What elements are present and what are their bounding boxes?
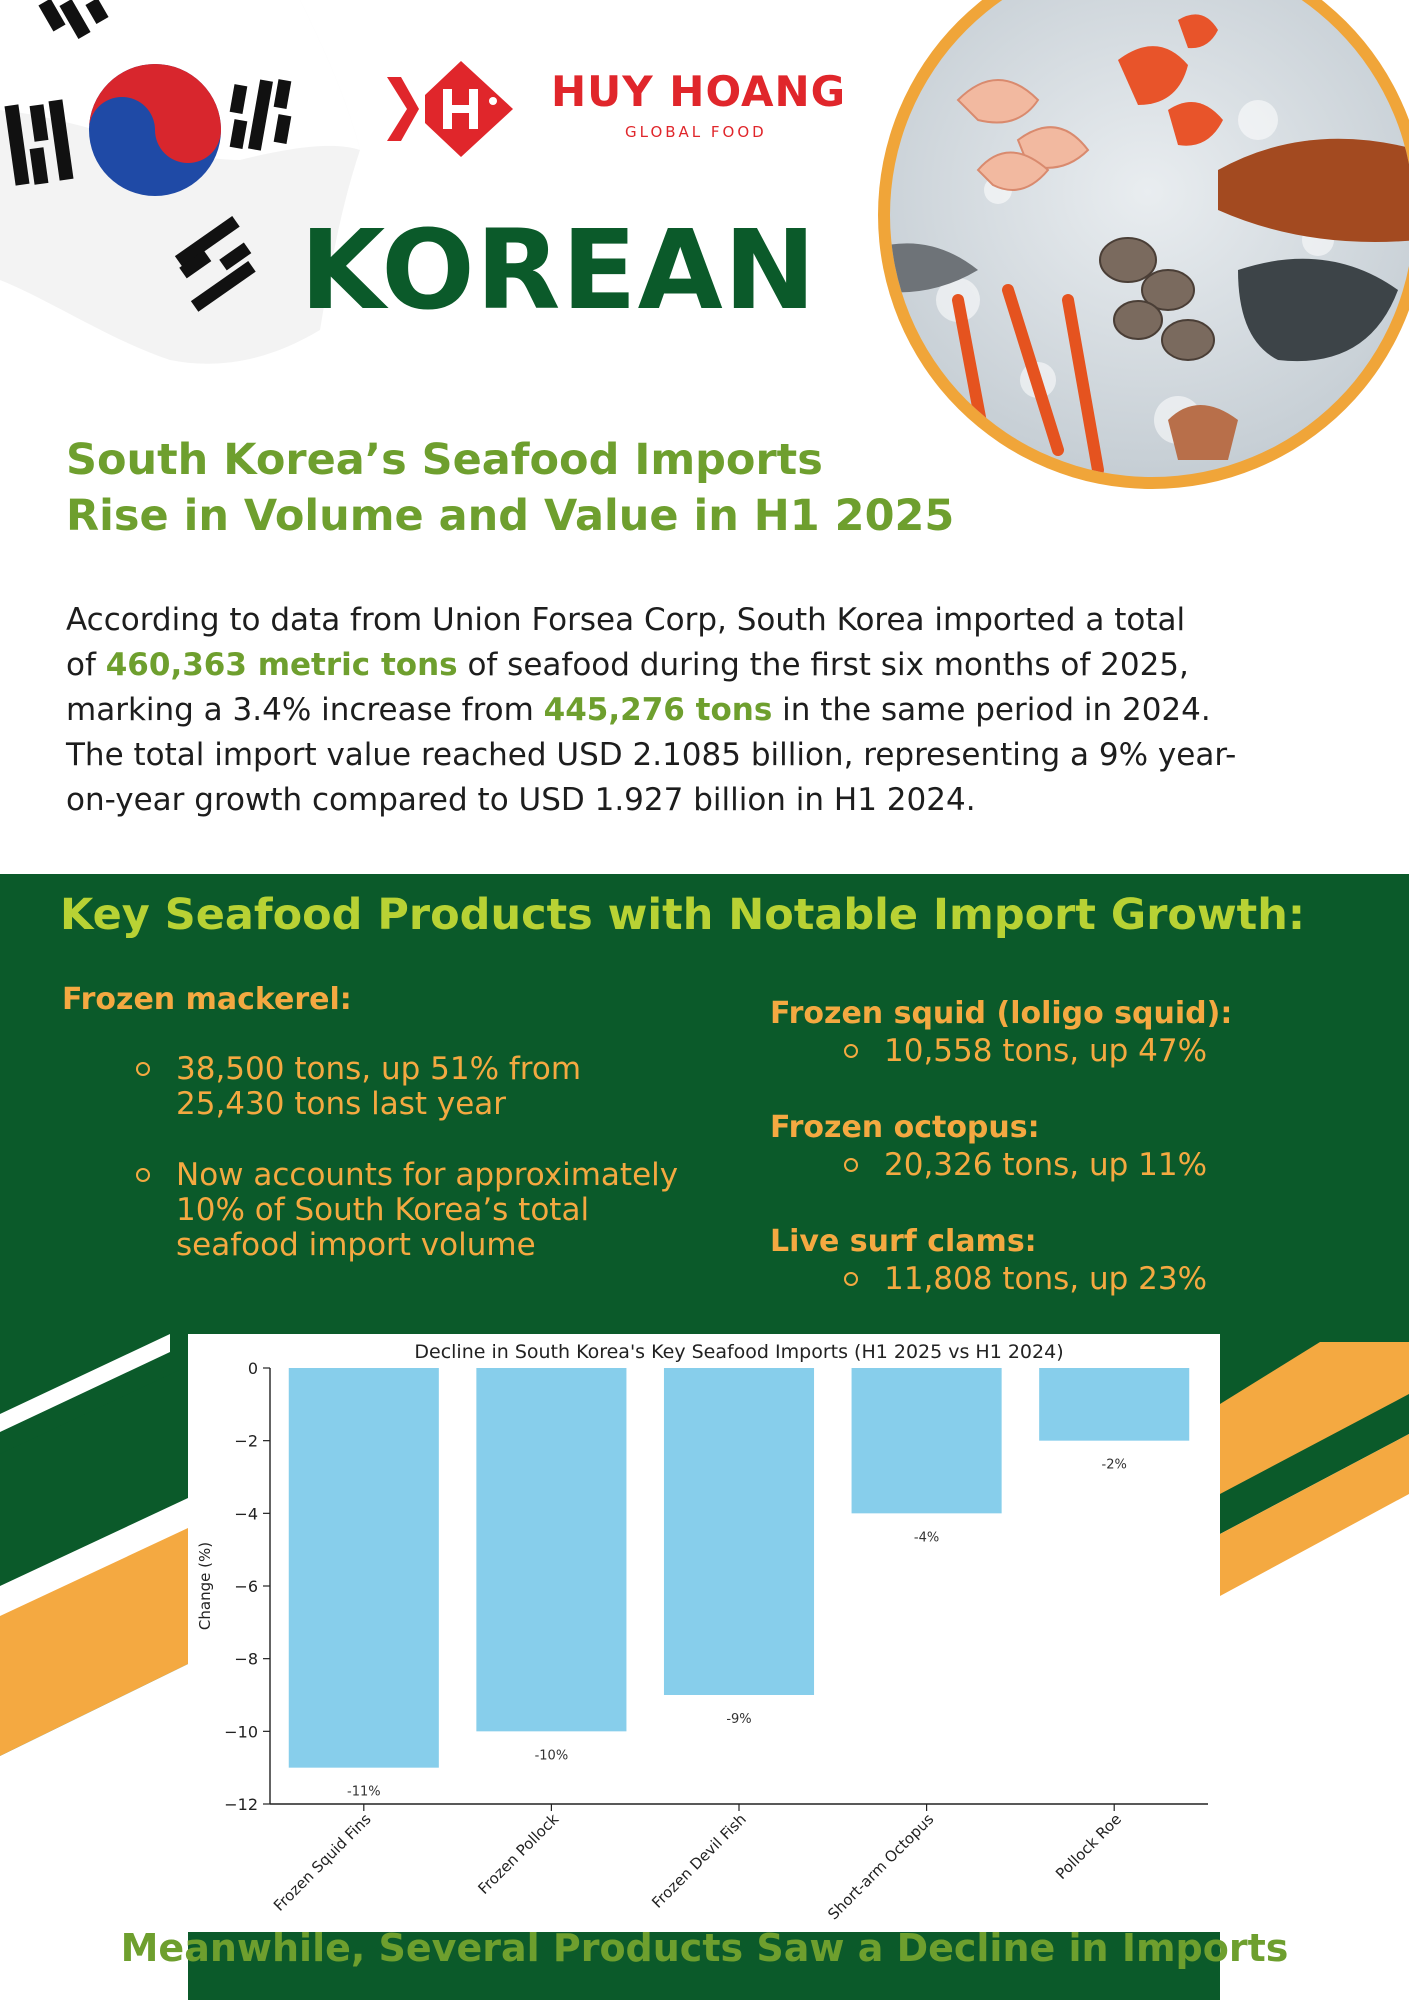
- brand-name: HUY HOANG: [551, 67, 847, 116]
- data-label: -10%: [535, 1748, 569, 1763]
- headline-line: Rise in Volume and Value in H1 2025: [66, 491, 955, 541]
- intro-text: of seafood during the first six months o…: [457, 647, 1189, 683]
- y-tick-label: −8: [234, 1650, 258, 1669]
- y-axis-label: Change (%): [196, 1542, 214, 1630]
- trigram-icon: [229, 79, 292, 151]
- chart-bar: [288, 1368, 439, 1768]
- y-tick-label: 0: [248, 1359, 258, 1378]
- decline-bar-chart: Decline in South Korea's Key Seafood Imp…: [196, 1341, 1208, 1923]
- decline-chart: Decline in South Korea's Key Seafood Imp…: [188, 1334, 1220, 1932]
- y-tick-label: −2: [234, 1432, 258, 1451]
- intro-line: of 460,363 metric tons of seafood during…: [66, 643, 1342, 688]
- octopus-title: Frozen octopus:: [770, 1110, 1040, 1145]
- bullet-text: 38,500 tons, up 51% from 25,430 tons las…: [176, 1051, 582, 1122]
- octopus-bullet: 20,326 tons, up 11%: [844, 1147, 1344, 1183]
- seafood-photo-image: [878, 0, 1409, 489]
- brand-tagline: GLOBAL FOOD: [625, 123, 767, 141]
- chart-bar: [663, 1368, 815, 1695]
- intro-line: on-year growth compared to USD 1.927 bil…: [66, 782, 976, 818]
- clams-title: Live surf clams:: [770, 1224, 1037, 1259]
- bullet-icon: [844, 1158, 858, 1172]
- trigram-icon: [4, 99, 74, 186]
- headline: South Korea’s Seafood Imports Rise in Vo…: [66, 432, 986, 544]
- bullet-icon: [844, 1272, 858, 1286]
- intro-paragraph: According to data from Union Forsea Corp…: [66, 598, 1342, 823]
- mackerel-bullet: 38,500 tons, up 51% from 25,430 tons las…: [136, 1051, 696, 1122]
- y-tick-label: −10: [224, 1722, 258, 1741]
- intro-text: in the same period in 2024.: [772, 692, 1211, 728]
- x-tick-label: Frozen Squid Fins: [270, 1810, 375, 1915]
- headline-line: South Korea’s Seafood Imports: [66, 435, 823, 485]
- mackerel-bullet: Now accounts for approximately 10% of So…: [136, 1157, 696, 1263]
- highlight-volume-2024: 445,276 tons: [543, 692, 773, 728]
- chart-bar: [1039, 1368, 1190, 1441]
- data-label: -2%: [1102, 1458, 1127, 1473]
- x-tick-label: Pollock Roe: [1052, 1810, 1125, 1883]
- taegeuk-icon: [89, 64, 221, 196]
- squid-bullet: 10,558 tons, up 47%: [844, 1033, 1344, 1069]
- decline-section-title: Meanwhile, Several Products Saw a Declin…: [120, 1926, 1289, 1970]
- clams-bullet: 11,808 tons, up 23%: [844, 1261, 1344, 1297]
- country-title: KOREAN: [300, 206, 817, 334]
- bullet-text: Now accounts for approximately 10% of So…: [176, 1157, 679, 1263]
- bullet-icon: [136, 1168, 150, 1182]
- fish-logo-icon: [387, 61, 513, 157]
- intro-text: of: [66, 647, 106, 683]
- trigram-icon: [38, 0, 109, 39]
- chart-bar: [851, 1368, 1002, 1514]
- intro-text: marking a 3.4% increase from: [66, 692, 544, 728]
- x-tick-label: Frozen Pollock: [475, 1810, 563, 1898]
- chart-title: Decline in South Korea's Key Seafood Imp…: [414, 1341, 1063, 1363]
- y-tick-label: −6: [234, 1577, 258, 1596]
- trigram-icon: [174, 216, 256, 312]
- y-tick-label: −4: [234, 1504, 258, 1523]
- intro-line: marking a 3.4% increase from 445,276 ton…: [66, 688, 1342, 733]
- chart-bar: [476, 1368, 627, 1732]
- brand-logo: HUY HOANG GLOBAL FOOD: [385, 55, 845, 165]
- highlight-volume-2025: 460,363 metric tons: [105, 647, 458, 683]
- intro-line: The total import value reached USD 2.108…: [66, 737, 1237, 773]
- data-label: -11%: [347, 1785, 381, 1800]
- bullet-text: 11,808 tons, up 23%: [884, 1261, 1208, 1297]
- data-label: -4%: [914, 1530, 939, 1545]
- squid-title: Frozen squid (loligo squid):: [770, 996, 1233, 1031]
- mackerel-title: Frozen mackerel:: [62, 982, 352, 1017]
- x-tick-label: Frozen Devil Fish: [648, 1810, 750, 1912]
- bullet-icon: [844, 1044, 858, 1058]
- korean-flag-image: [0, 0, 360, 364]
- bullet-icon: [136, 1062, 150, 1076]
- x-tick-label: Short-arm Octopus: [824, 1810, 937, 1923]
- growth-section-title: Key Seafood Products with Notable Import…: [60, 890, 1306, 940]
- y-tick-label: −12: [224, 1795, 258, 1814]
- bullet-text: 10,558 tons, up 47%: [884, 1033, 1208, 1069]
- bullet-text: 20,326 tons, up 11%: [884, 1147, 1208, 1183]
- intro-line: According to data from Union Forsea Corp…: [66, 602, 1186, 638]
- data-label: -9%: [726, 1712, 751, 1727]
